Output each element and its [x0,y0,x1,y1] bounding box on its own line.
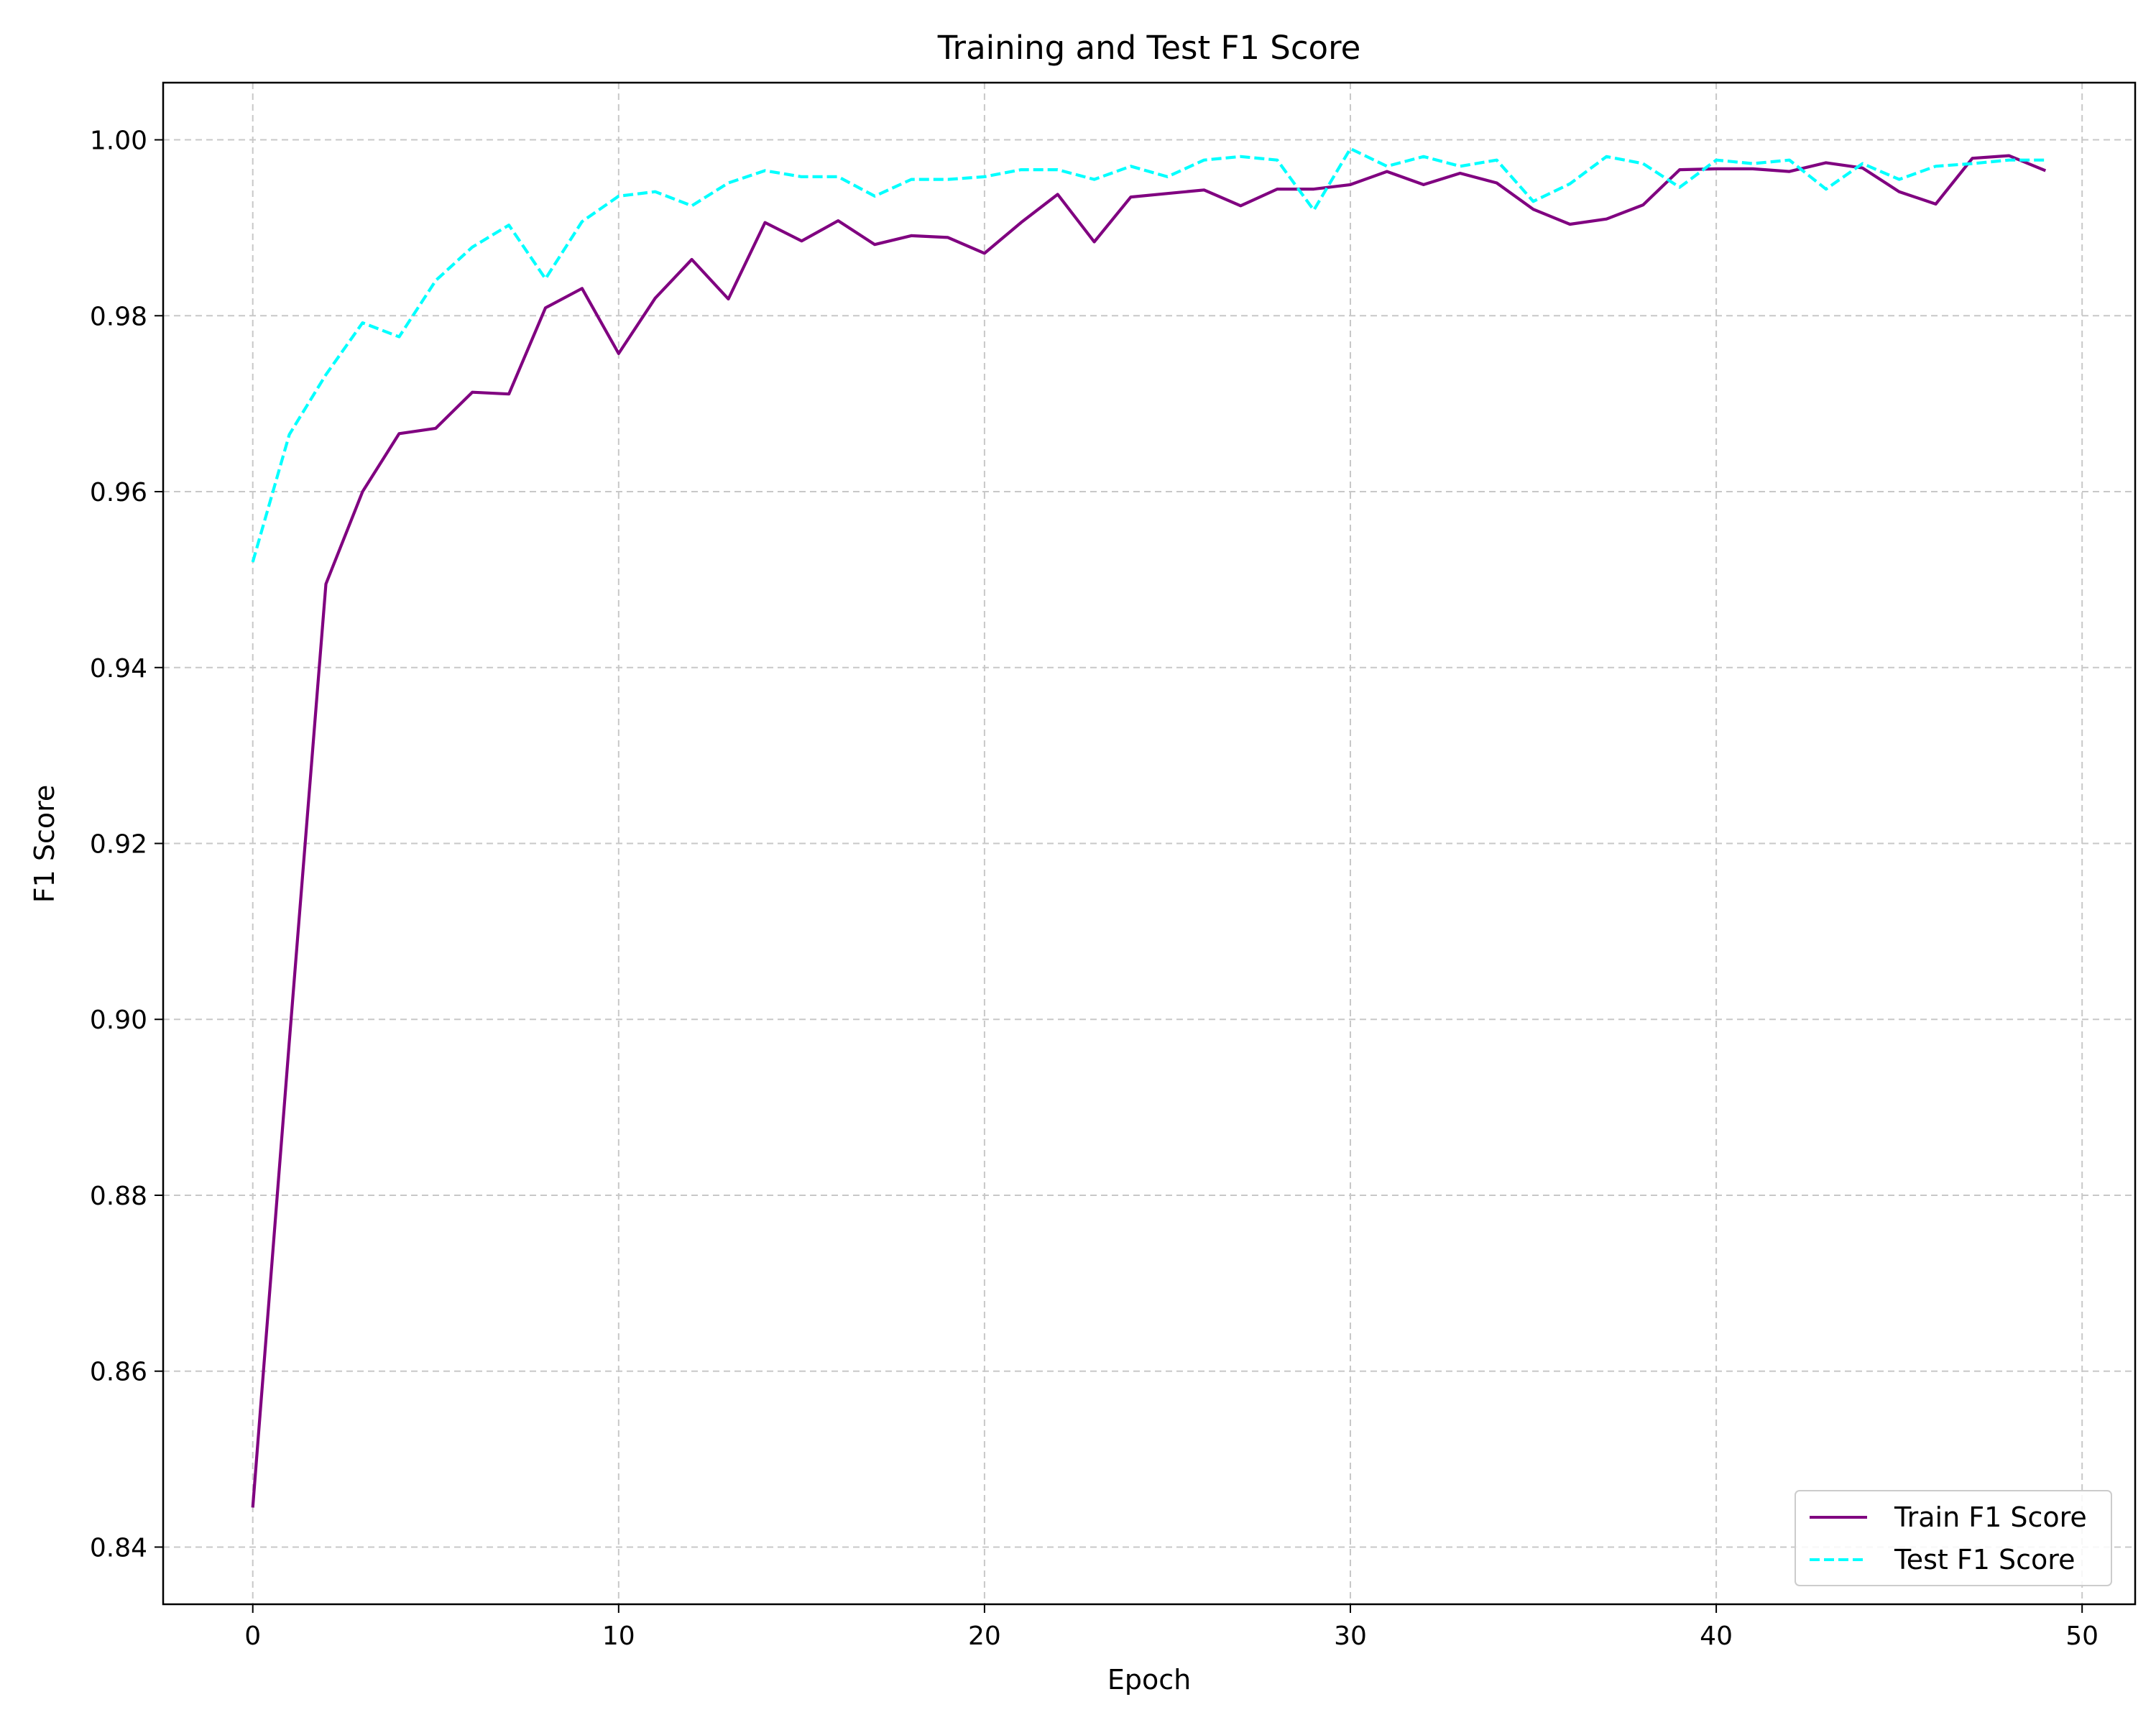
y-tick-label: 0.88 [90,1182,147,1211]
y-tick-label: 1.00 [90,126,147,156]
legend-label-train: Train F1 Score [1894,1501,2087,1533]
y-tick-label: 0.92 [90,830,147,860]
legend: Train F1 Score Test F1 Score [1795,1490,2112,1586]
series-layer [251,147,2047,1508]
x-tick-label: 50 [2065,1622,2099,1651]
y-tick-label: 0.94 [90,654,147,684]
x-tick-label: 20 [968,1622,1001,1651]
x-tick-label: 40 [1700,1622,1733,1651]
x-tick-label: 10 [602,1622,635,1651]
legend-box [1795,1490,2112,1586]
x-tick-label: 30 [1334,1622,1367,1651]
y-axis-label: F1 Score [29,785,60,903]
y-tick-label: 0.90 [90,1006,147,1035]
y-tick-label: 0.98 [90,302,147,331]
x-tick-label: 0 [244,1622,261,1651]
x-axis-label: Epoch [1107,1664,1191,1696]
y-tick-label: 0.86 [90,1358,147,1387]
test-f1-line [251,147,2046,563]
y-tick-label: 0.84 [90,1533,147,1563]
legend-label-test: Test F1 Score [1894,1544,2075,1576]
y-tick-label: 0.96 [90,478,147,507]
grid-lines [163,83,2135,1604]
train-f1-line [251,154,2047,1508]
y-axis-ticks: 0.84 0.86 0.88 0.90 0.92 0.94 0.96 0.98 1.00 [90,126,163,1563]
x-axis-ticks: 0 10 20 30 40 50 [244,1604,2099,1651]
chart-title: Training and Test F1 Score [937,29,1361,67]
